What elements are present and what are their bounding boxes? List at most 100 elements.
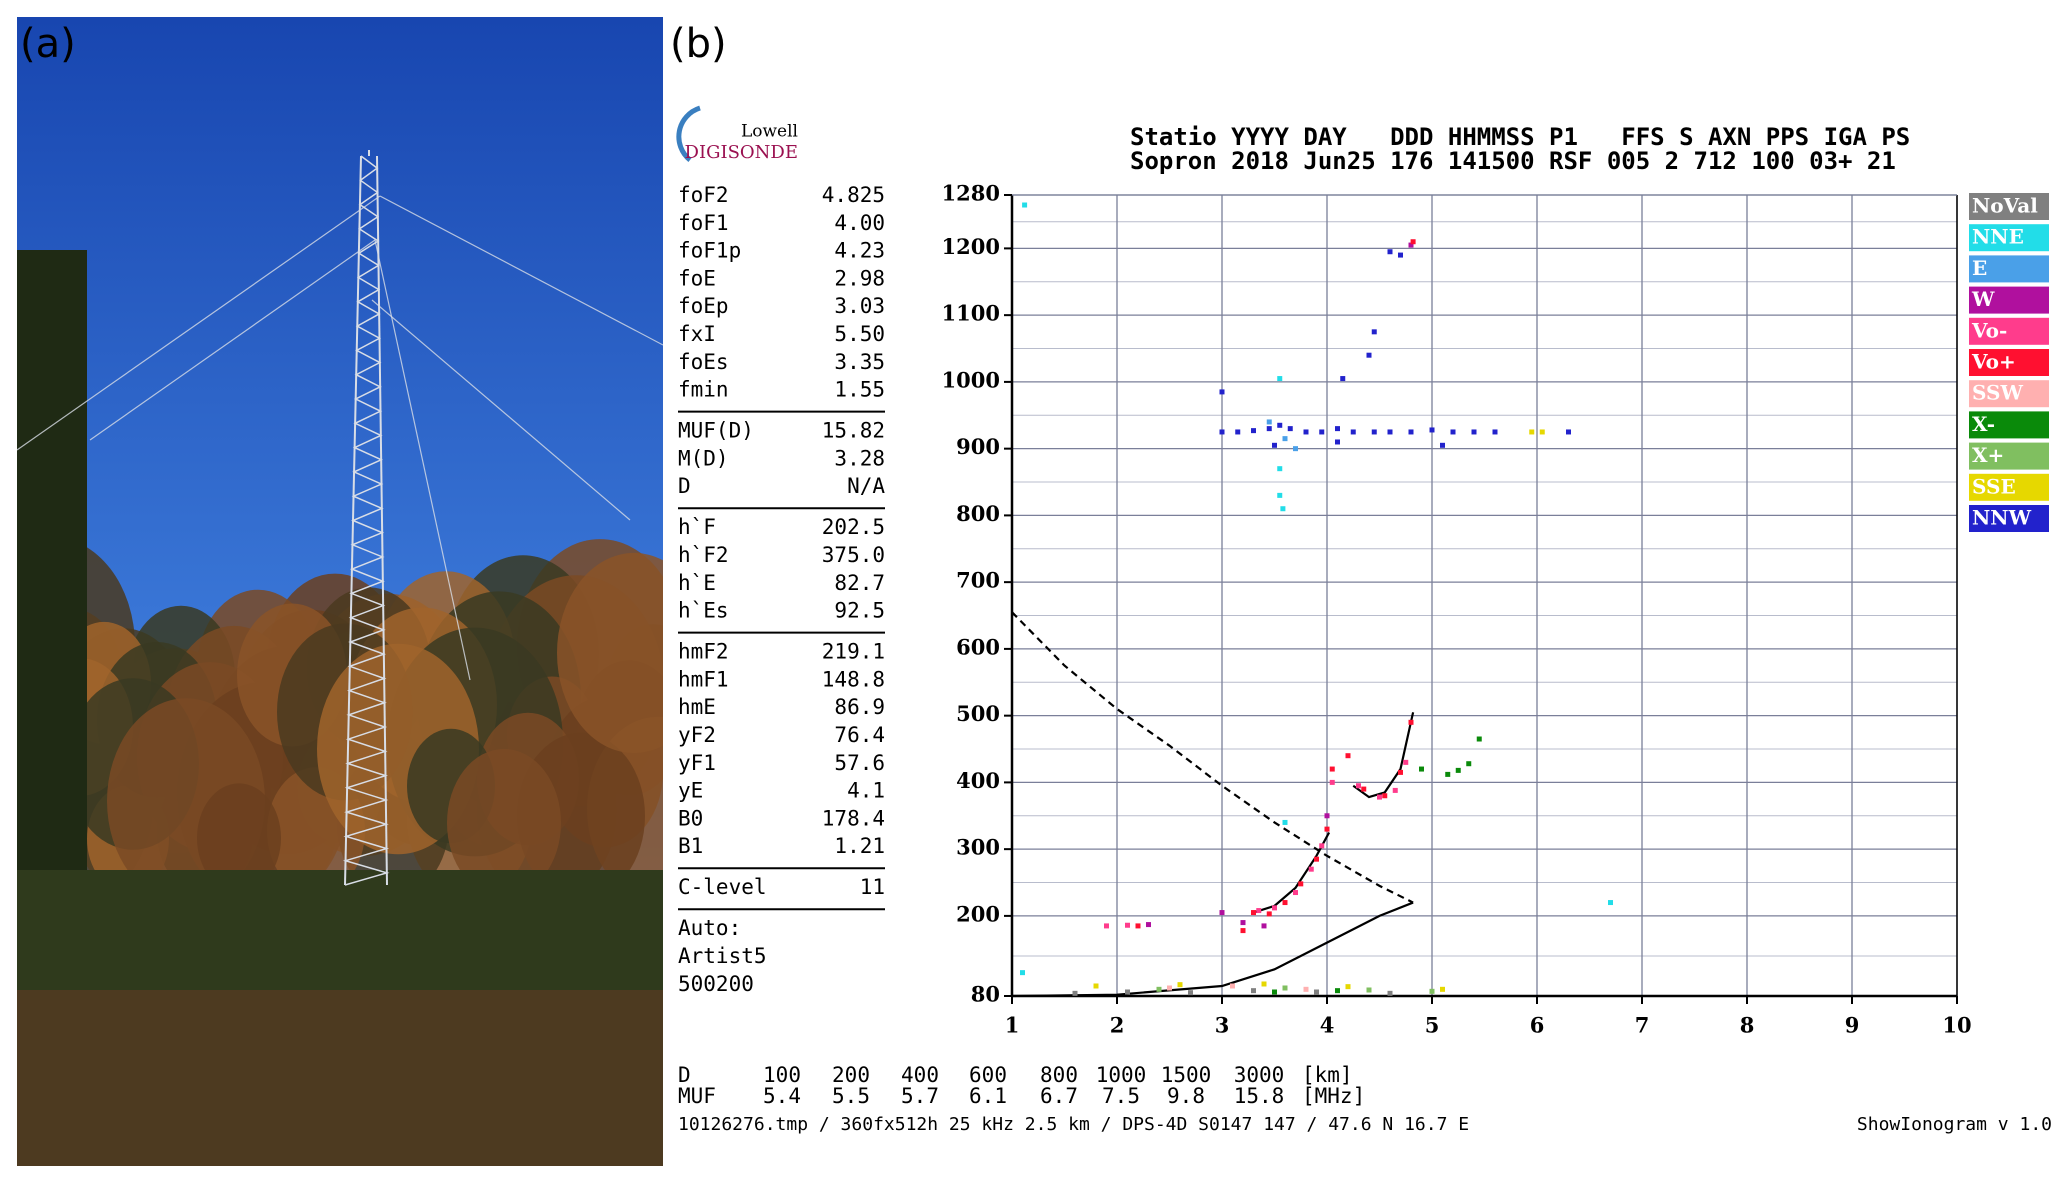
param-value: 76.4 bbox=[834, 723, 885, 747]
dm-value: 1500 bbox=[1161, 1063, 1212, 1087]
dm-unit: [km] bbox=[1302, 1063, 1353, 1087]
echo-point bbox=[1366, 352, 1372, 358]
y-tick-label: 800 bbox=[956, 501, 1000, 526]
echo-point bbox=[1272, 905, 1277, 911]
header-line: Sopron 2018 Jun25 176 141500 RSF 005 2 7… bbox=[1130, 147, 1896, 175]
legend-swatch bbox=[1969, 317, 2049, 345]
legend-label: SSW bbox=[1972, 381, 2023, 405]
echo-point bbox=[1408, 242, 1414, 248]
param-value: 4.23 bbox=[834, 239, 885, 263]
param-name: foEs bbox=[678, 350, 729, 374]
legend-swatch bbox=[1969, 380, 2049, 408]
x-tick-label: 8 bbox=[1740, 1013, 1755, 1038]
param-value: 3.35 bbox=[834, 350, 885, 374]
x-tick-label: 1 bbox=[1005, 1013, 1020, 1038]
x-tick-label: 3 bbox=[1215, 1013, 1230, 1038]
echo-point bbox=[1251, 910, 1256, 916]
x-tick-label: 5 bbox=[1425, 1013, 1440, 1038]
dm-value: 6.1 bbox=[969, 1084, 1007, 1108]
legend-label: Vo- bbox=[1971, 318, 2007, 342]
echo-point bbox=[1539, 429, 1545, 435]
param-value: 57.6 bbox=[834, 751, 885, 775]
param-name: foE bbox=[678, 266, 716, 290]
trace-line bbox=[1253, 831, 1331, 914]
x-tick-label: 7 bbox=[1635, 1013, 1650, 1038]
param-name: MUF(D) bbox=[678, 419, 754, 443]
guy-wire bbox=[371, 299, 631, 521]
param-value: 3.03 bbox=[834, 294, 885, 318]
legend-label: NNW bbox=[1972, 506, 2032, 530]
legend-swatch bbox=[1969, 411, 2049, 439]
echo-point bbox=[1371, 329, 1377, 335]
param-value: 148.8 bbox=[822, 667, 885, 691]
param-name: fxI bbox=[678, 322, 716, 346]
echo-point bbox=[1072, 990, 1078, 996]
legend-swatch bbox=[1969, 473, 2049, 501]
echo-point bbox=[1219, 429, 1225, 435]
echo-point bbox=[1335, 988, 1340, 994]
echo-point bbox=[1377, 794, 1382, 800]
echo-point bbox=[1429, 988, 1435, 994]
echo-point bbox=[1335, 439, 1340, 445]
dm-value: 800 bbox=[1040, 1063, 1078, 1087]
echo-point bbox=[1277, 376, 1283, 382]
echo-point bbox=[1261, 981, 1267, 987]
echo-point bbox=[1266, 911, 1272, 917]
param-value: 82.7 bbox=[834, 571, 885, 595]
x-tick-label: 6 bbox=[1530, 1013, 1545, 1038]
panel-label: (b) bbox=[670, 21, 727, 67]
param-name: yF1 bbox=[678, 751, 716, 775]
echo-point bbox=[1410, 239, 1416, 245]
echo-point bbox=[1471, 429, 1477, 435]
param-value: 15.82 bbox=[822, 419, 885, 443]
echo-point bbox=[1345, 753, 1351, 759]
param-name: h`E bbox=[678, 571, 716, 595]
echo-point bbox=[1308, 866, 1314, 872]
param-name: C-level bbox=[678, 875, 767, 899]
echo-point bbox=[1188, 990, 1193, 996]
param-name: foF1 bbox=[678, 211, 729, 235]
echo-point bbox=[1277, 466, 1283, 472]
dm-value: 3000 bbox=[1234, 1063, 1285, 1087]
legend-label: NoVal bbox=[1972, 194, 2038, 218]
param-name: h`Es bbox=[678, 599, 729, 623]
dm-value: 15.8 bbox=[1234, 1084, 1285, 1108]
logo-brand: Lowell bbox=[741, 122, 798, 142]
echo-point bbox=[1280, 506, 1286, 512]
y-tick-label: 80 bbox=[971, 982, 1000, 1007]
dm-value: 1000 bbox=[1096, 1063, 1147, 1087]
dm-value: 600 bbox=[969, 1063, 1007, 1087]
legend-label: Vo+ bbox=[1971, 350, 2016, 374]
dm-value: 200 bbox=[832, 1063, 870, 1087]
echo-point bbox=[1093, 983, 1099, 989]
echo-point bbox=[1408, 429, 1414, 435]
auto-line: 500200 bbox=[678, 972, 754, 996]
echo-point bbox=[1455, 767, 1461, 773]
echo-point bbox=[1566, 429, 1571, 435]
dm-value: 100 bbox=[763, 1063, 801, 1087]
trace-line bbox=[1011, 901, 1414, 998]
echo-point bbox=[1298, 881, 1304, 887]
footer: ShowIonogram v 1.0 bbox=[1857, 1114, 2052, 1135]
echo-point bbox=[1167, 985, 1172, 991]
y-tick-label: 600 bbox=[956, 634, 1000, 659]
echo-point bbox=[1450, 429, 1456, 435]
echo-point bbox=[1287, 426, 1293, 432]
echo-point bbox=[1356, 783, 1361, 789]
dm-label: MUF bbox=[678, 1084, 716, 1108]
y-tick-label: 900 bbox=[956, 434, 1000, 459]
legend-label: W bbox=[1971, 287, 1995, 311]
echo-point bbox=[1429, 427, 1435, 433]
echo-point bbox=[1125, 989, 1130, 995]
param-value: 3.28 bbox=[834, 446, 885, 470]
param-value: 178.4 bbox=[822, 806, 885, 830]
echo-point bbox=[1403, 759, 1409, 765]
dm-value: 6.7 bbox=[1040, 1084, 1078, 1108]
echo-point bbox=[1476, 736, 1482, 742]
trace-line bbox=[1352, 712, 1415, 799]
echo-point bbox=[1392, 787, 1398, 793]
echo-point bbox=[1314, 856, 1319, 862]
photo bbox=[17, 17, 663, 1166]
echo-point bbox=[1272, 442, 1277, 448]
param-name: h`F bbox=[678, 515, 716, 539]
